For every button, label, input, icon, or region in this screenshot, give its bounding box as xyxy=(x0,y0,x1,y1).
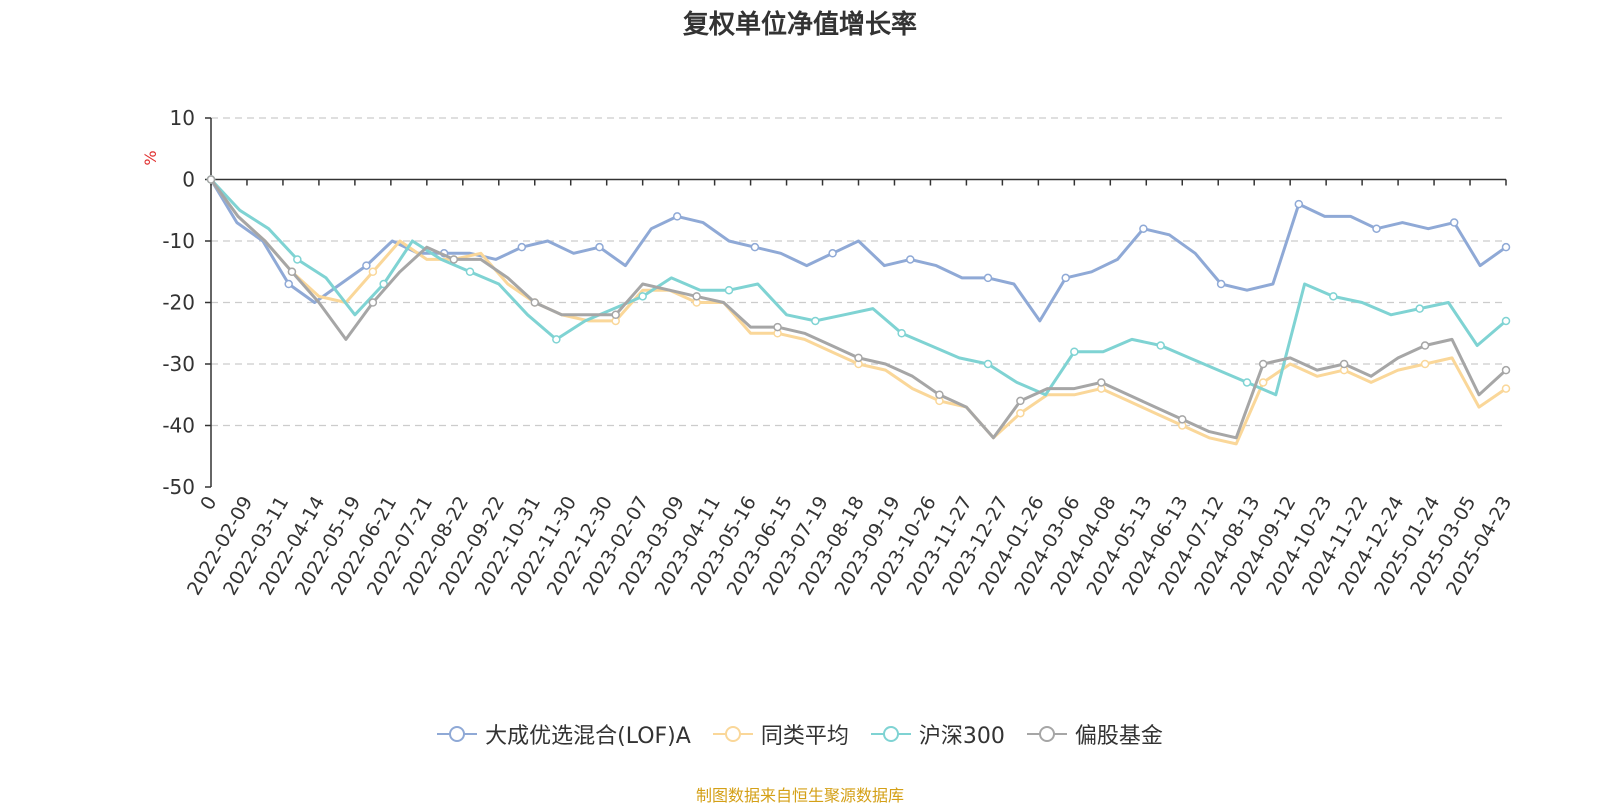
y-tick-label: -40 xyxy=(162,414,195,438)
legend-label-equity-fund: 偏股基金 xyxy=(1074,724,1163,749)
legend-item-csi300[interactable]: 沪深300 xyxy=(870,718,1005,750)
series-point-3 xyxy=(1339,359,1349,369)
series-point-0 xyxy=(362,261,371,270)
legend-label-fund: 大成优选混合(LOF)A xyxy=(485,724,691,749)
y-tick-label: -30 xyxy=(162,352,195,376)
series-point-3 xyxy=(692,292,701,301)
series-point-2 xyxy=(293,255,302,264)
series-point-0 xyxy=(750,242,760,252)
series-point-0 xyxy=(828,249,837,258)
series-point-3 xyxy=(854,353,863,363)
series-point-2 xyxy=(811,316,820,326)
chart-title: 复权单位净值增长率 xyxy=(682,10,917,40)
series-point-2 xyxy=(1242,378,1252,387)
series-point-0 xyxy=(517,242,527,252)
legend-item-peer-average[interactable]: 同类平均 xyxy=(712,718,849,750)
series-point-3 xyxy=(1016,396,1025,406)
legend-item-equity-fund[interactable]: 偏股基金 xyxy=(1026,718,1163,750)
legend-label-csi300: 沪深300 xyxy=(918,724,1005,749)
series-point-0 xyxy=(1372,224,1381,233)
series-point-0 xyxy=(1449,218,1459,227)
legend-marker-csi300 xyxy=(870,726,911,742)
series-point-0 xyxy=(672,212,682,221)
series-point-1 xyxy=(1501,384,1511,393)
series-point-3 xyxy=(206,175,216,184)
series-point-2 xyxy=(1329,292,1338,301)
y-tick-label: 10 xyxy=(170,106,195,130)
series-line-3 xyxy=(209,178,1508,440)
series-point-1 xyxy=(1016,408,1025,418)
series-point-2 xyxy=(983,359,993,369)
series-point-0 xyxy=(1294,199,1304,209)
series-point-0 xyxy=(1501,242,1511,252)
series-point-2 xyxy=(1156,341,1165,350)
legend-label-peer-average: 同类平均 xyxy=(760,724,849,749)
series-line-0 xyxy=(209,178,1507,323)
series-point-3 xyxy=(1258,359,1268,369)
line-chart: 100-10-20-30-40-50%02022-02-092022-03-11… xyxy=(141,106,1516,599)
series-point-3 xyxy=(530,298,539,307)
series-point-2 xyxy=(552,335,561,344)
series-point-3 xyxy=(449,255,459,264)
series-point-2 xyxy=(1070,347,1079,356)
series-point-1 xyxy=(1420,359,1430,369)
series-point-2 xyxy=(1501,316,1511,326)
series-point-0 xyxy=(1061,273,1070,283)
series-point-3 xyxy=(1420,341,1430,350)
series-point-0 xyxy=(1139,224,1148,233)
legend-item-fund[interactable]: 大成优选混合(LOF)A xyxy=(437,718,691,750)
y-tick-label: -50 xyxy=(162,475,195,499)
series-point-3 xyxy=(773,322,782,332)
series-point-3 xyxy=(287,267,297,276)
series-point-2 xyxy=(724,285,734,295)
y-tick-label: -10 xyxy=(162,229,195,253)
series-point-2 xyxy=(465,267,475,276)
y-axis-unit: % xyxy=(141,150,160,165)
data-source-note: 制图数据来自恒生聚源数据库 xyxy=(695,786,904,805)
series-point-3 xyxy=(1178,415,1187,424)
series-point-3 xyxy=(611,310,620,320)
legend-marker-fund xyxy=(437,726,478,742)
y-tick-label: -20 xyxy=(162,291,195,315)
series-point-2 xyxy=(897,329,906,338)
series-point-3 xyxy=(935,390,944,399)
series-point-3 xyxy=(1097,378,1106,387)
series-point-0 xyxy=(1216,279,1226,289)
series-point-2 xyxy=(638,292,647,301)
series-point-0 xyxy=(284,279,293,289)
series-point-2 xyxy=(1415,304,1424,313)
series-point-1 xyxy=(1258,378,1268,387)
legend-marker-equity-fund xyxy=(1026,726,1067,742)
series-point-0 xyxy=(906,255,915,264)
y-tick-label: 0 xyxy=(182,168,195,192)
series-point-3 xyxy=(368,298,378,307)
legend-marker-peer-average xyxy=(712,726,753,742)
series-point-1 xyxy=(368,267,378,276)
series-point-0 xyxy=(983,273,993,283)
series-line-2 xyxy=(209,178,1507,397)
chart-legend: 大成优选混合(LOF)A 同类平均 沪深300 偏股基金 xyxy=(0,718,1600,750)
series-point-3 xyxy=(1501,365,1511,375)
x-tick-label: 0 xyxy=(196,493,221,514)
series-point-0 xyxy=(595,242,604,252)
